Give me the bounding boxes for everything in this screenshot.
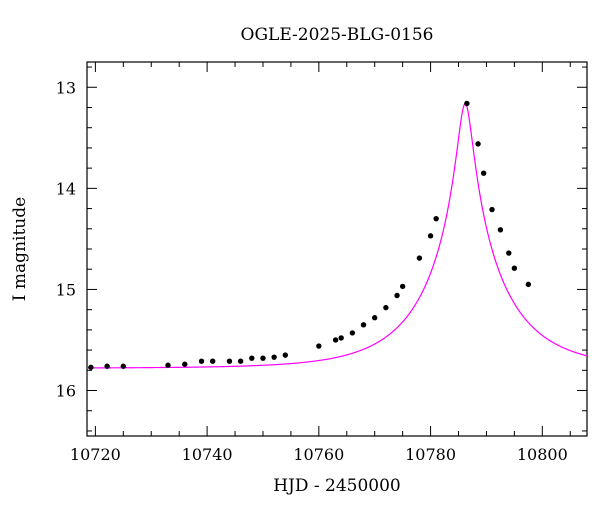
data-point	[525, 281, 532, 288]
axis-ticks	[87, 62, 587, 436]
y-tick-label: 16	[56, 382, 76, 401]
data-point	[260, 355, 266, 361]
data-point	[489, 206, 495, 213]
data-point	[399, 283, 406, 290]
data-point	[427, 233, 434, 239]
data-point	[120, 363, 127, 369]
data-point	[372, 315, 378, 321]
data-point	[198, 358, 205, 364]
data-point	[338, 335, 344, 341]
chart-title: OGLE-2025-BLG-0156	[241, 25, 434, 45]
data-point	[497, 227, 504, 233]
data-point	[360, 322, 367, 328]
y-tick-label: 15	[56, 280, 76, 299]
plot-frame	[86, 61, 588, 437]
data-point	[416, 255, 423, 261]
data-point	[511, 265, 518, 271]
data-point	[271, 354, 277, 360]
x-axis-label: HJD - 2450000	[273, 476, 401, 496]
data-point	[349, 330, 356, 336]
data-point	[237, 358, 244, 364]
data-point	[475, 141, 481, 147]
data-point	[282, 352, 289, 358]
data-point	[88, 364, 94, 370]
data-point	[182, 361, 188, 367]
x-tick-label: 10800	[517, 445, 568, 464]
data-point	[433, 215, 439, 222]
data-point	[165, 362, 171, 368]
data-point	[506, 250, 512, 256]
x-tick-label: 10760	[293, 445, 344, 464]
data-points-layer	[88, 100, 532, 370]
x-tick-label: 10720	[70, 445, 121, 464]
axis-tick-labels: 10720 10740 10760 10780 10800 13 14 15 16	[56, 78, 568, 464]
y-tick-label: 14	[56, 179, 76, 198]
data-point	[209, 358, 216, 364]
y-axis-label: I magnitude	[10, 197, 30, 301]
x-tick-label: 10740	[182, 445, 233, 464]
data-point	[394, 292, 400, 299]
data-point	[480, 170, 487, 176]
data-point	[332, 337, 339, 343]
data-point	[383, 304, 389, 311]
data-point	[226, 358, 233, 364]
data-point	[316, 343, 322, 349]
data-point	[104, 363, 110, 369]
data-point	[464, 100, 470, 107]
x-tick-label: 10780	[405, 445, 456, 464]
y-tick-label: 13	[56, 78, 76, 97]
model-curve-layer	[87, 103, 588, 369]
model-curve	[87, 103, 588, 369]
data-point	[249, 355, 255, 361]
